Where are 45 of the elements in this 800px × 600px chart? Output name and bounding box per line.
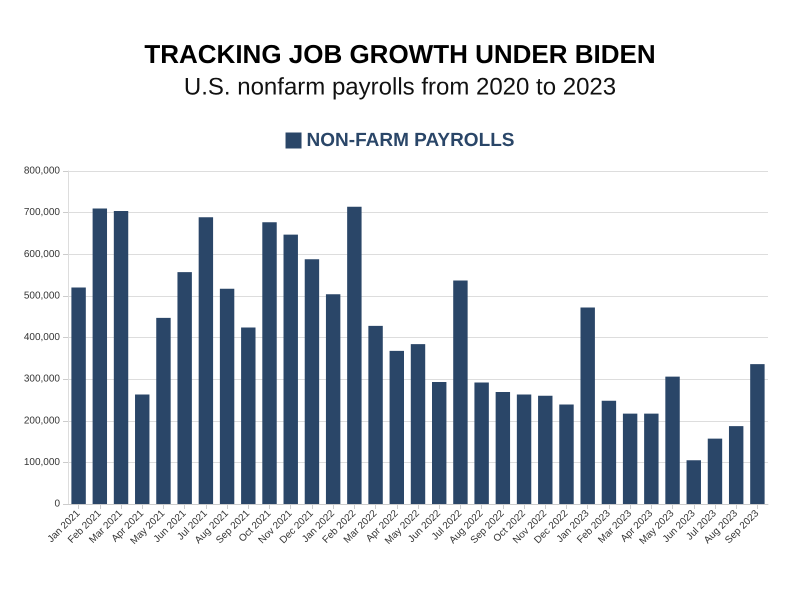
bar bbox=[368, 326, 383, 504]
bar bbox=[326, 294, 340, 504]
bar bbox=[241, 328, 256, 504]
chart-title: TRACKING JOB GROWTH UNDER BIDEN bbox=[144, 39, 656, 69]
bar bbox=[262, 222, 277, 504]
bar bbox=[92, 208, 108, 504]
bar bbox=[220, 288, 234, 504]
y-tick-label: 0 bbox=[54, 498, 60, 510]
bar bbox=[602, 400, 616, 504]
y-tick-label: 600,000 bbox=[24, 248, 60, 260]
bar bbox=[347, 206, 362, 504]
bar bbox=[410, 344, 426, 504]
bar bbox=[516, 394, 532, 504]
bar bbox=[432, 382, 446, 504]
bar bbox=[284, 234, 298, 504]
y-tick-label: 300,000 bbox=[24, 374, 60, 385]
bar bbox=[580, 308, 595, 504]
bar bbox=[114, 210, 128, 504]
bar bbox=[728, 426, 744, 504]
y-tick-label: 800,000 bbox=[24, 166, 60, 176]
y-tick-label: 700,000 bbox=[24, 207, 60, 218]
chart-subtitle: U.S. nonfarm payrolls from 2020 to 2023 bbox=[184, 74, 616, 100]
bar bbox=[304, 259, 320, 504]
bar bbox=[135, 394, 150, 504]
y-tick-label: 500,000 bbox=[24, 290, 60, 302]
bar bbox=[622, 414, 638, 504]
bar bbox=[474, 382, 489, 504]
y-tick-label: 100,000 bbox=[24, 456, 60, 468]
bar bbox=[686, 460, 701, 504]
bar bbox=[644, 414, 659, 504]
bar bbox=[708, 438, 722, 504]
bar bbox=[390, 350, 404, 504]
bar bbox=[665, 376, 680, 504]
bar bbox=[453, 280, 468, 504]
bar bbox=[496, 392, 510, 504]
bar bbox=[750, 364, 765, 504]
y-tick-label: 400,000 bbox=[24, 332, 60, 343]
bar bbox=[538, 396, 552, 504]
bar bbox=[559, 404, 574, 504]
y-tick-label: 200,000 bbox=[24, 415, 60, 426]
bar bbox=[177, 272, 192, 504]
bar bbox=[71, 288, 86, 504]
bar bbox=[198, 217, 214, 504]
bar bbox=[156, 318, 171, 504]
legend-label: NON-FARM PAYROLLS bbox=[306, 130, 514, 151]
